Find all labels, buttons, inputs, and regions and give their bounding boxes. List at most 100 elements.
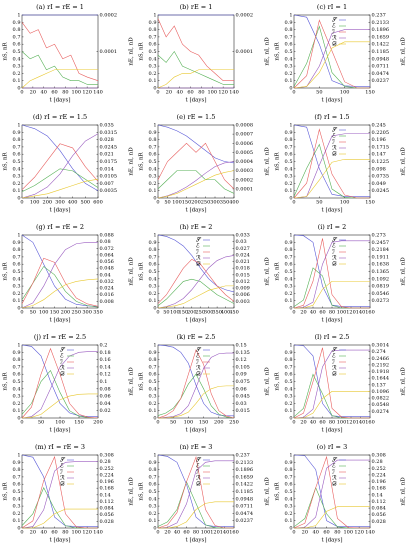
y-tick-label: 0.6 [149,262,157,268]
x-tick-label: 0 [292,310,295,316]
x-tick-label: 100 [39,310,49,316]
series-line [21,257,99,307]
y-tick-label: 0.7 [13,254,21,260]
y-tick-label: 0.2 [13,401,21,407]
y-tick-label: 0.8 [13,27,21,33]
y2-tick-label: 0.1422 [372,42,390,48]
plot-frame [157,14,235,89]
x-tick-label: 200 [93,420,103,426]
series-line [293,14,370,87]
legend-label: ℛ [332,35,337,42]
y2-tick-label: 0.0035 [100,188,118,194]
legend-label: ℐ [196,469,199,476]
y2-tick-label: 0.012 [236,279,250,285]
x-tick-label: 0 [156,420,159,426]
y-axis-label: nS, nR [139,371,145,390]
series-line [157,278,235,307]
x-tick-label: 300 [55,200,65,206]
y2-tick-label: 0.0002 [236,13,254,19]
series-line [293,41,370,89]
y2-tick-label: 0.137 [372,382,386,388]
legend-label: 𝒮 [60,347,66,354]
y-tick-label: 0 [17,86,20,92]
y2-tick-label: 0.0546 [372,291,390,297]
series-line [157,170,235,194]
y-tick-label: 0.3 [13,64,21,70]
y-axis-label: nS, nR [139,261,145,280]
y-tick-label: 0.2 [285,291,293,297]
x-tick-label: 0 [20,200,23,206]
y-tick-label: 0.2 [13,181,21,187]
y2-tick-label: 0.308 [372,453,386,459]
x-tick-label: 160 [229,530,239,536]
y2-tick-label: 0.1659 [372,34,390,40]
x-axis-label: t [days] [322,208,343,214]
y-axis-label: nS, nR [3,41,9,60]
panel-title: (d) rI = rE = 1.5 [33,113,87,121]
legend-label: ℐ [196,359,199,366]
x-tick-label: 140 [356,310,366,316]
y2-tick-label: 0.028 [100,137,114,143]
x-tick-label: 150 [199,420,209,426]
series-line [293,455,370,529]
y-tick-label: 0.7 [13,364,21,370]
x-tick-label: 20 [166,90,172,96]
y2-tick-label: 0.015 [236,408,250,414]
x-tick-label: 60 [187,90,193,96]
x-tick-label: 250 [229,420,239,426]
legend-label: ℐ [332,359,335,366]
y-tick-label: 0.8 [149,467,157,473]
x-tick-label: 60 [51,530,57,536]
x-tick-label: 120 [82,530,92,536]
y-tick-label: 0.7 [13,34,21,40]
y-tick-label: 0.6 [149,482,157,488]
panel-title: (g) rI = rE = 2 [36,223,84,231]
y2-axis-label: nE, nI, nD [129,37,135,66]
legend-label: ℛ [332,255,337,262]
y-tick-label: 1 [17,13,20,19]
y2-tick-label: 0.274 [372,349,386,355]
y-tick-label: 0.9 [13,240,21,246]
y-tick-label: 1 [17,343,20,349]
y-tick-label: 0.1 [13,298,21,304]
y2-tick-label: 0.0274 [372,409,390,415]
y2-tick-label: 0.003 [236,299,250,305]
y2-tick-label: 0.245 [372,123,386,129]
x-tick-label: 100 [337,310,347,316]
x-tick-label: 100 [201,530,211,536]
y-tick-label: 0.4 [285,276,293,282]
y-tick-label: 0.9 [285,350,293,356]
y2-tick-label: 0.16 [100,357,111,363]
y-tick-label: 0.6 [13,262,21,268]
y-tick-label: 0.7 [13,474,21,480]
series-line [293,267,370,309]
x-tick-label: 250 [72,310,82,316]
y-axis-label: nS, nR [3,151,9,170]
y-tick-label: 0.3 [285,64,293,70]
y-tick-label: 0.2 [149,401,157,407]
x-tick-label: 40 [174,530,180,536]
y2-tick-label: 0.12 [236,357,247,363]
y2-tick-label: 0.224 [372,472,386,478]
y-tick-label: 0.5 [149,379,157,385]
y-tick-label: 0.4 [149,496,157,502]
y-tick-label: 0.7 [149,474,157,480]
x-tick-label: 0 [292,420,295,426]
x-tick-label: 40 [41,90,47,96]
y-tick-label: 0.1 [13,78,21,84]
y-tick-label: 1 [17,233,20,239]
series-line [293,238,370,309]
y2-tick-label: 0.12 [100,372,111,378]
y-tick-label: 0.3 [285,504,293,510]
y2-tick-label: 0.015 [236,272,250,278]
y-axis-label: nS, nR [139,151,145,170]
series-line [157,285,234,309]
x-axis-label: t [days] [186,208,207,214]
series-line [294,280,370,309]
y2-tick-label: 0.0006 [236,141,254,147]
y-tick-label: 1 [17,453,20,459]
y-tick-label: 0.1 [149,518,157,524]
y2-tick-label: 0.056 [372,512,386,518]
y-tick-label: 0.8 [13,247,21,253]
y-tick-label: 0.9 [13,460,21,466]
